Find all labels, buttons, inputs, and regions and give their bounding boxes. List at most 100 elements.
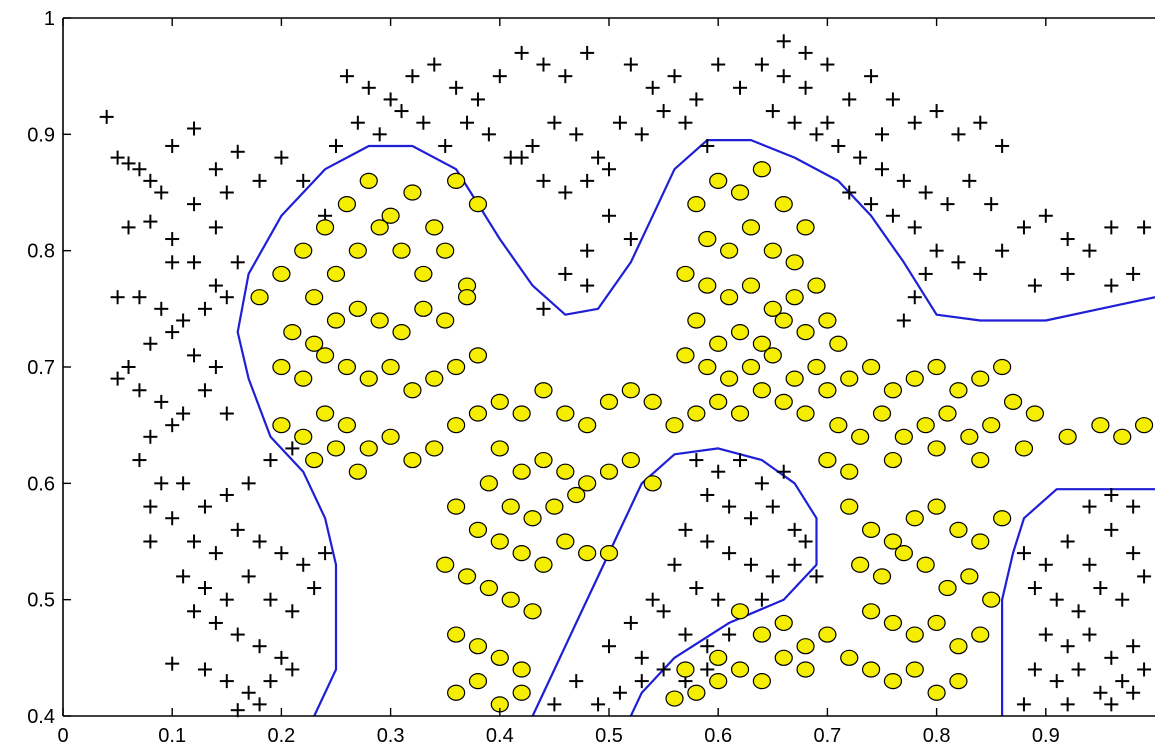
plus-point <box>176 569 191 584</box>
circle-point <box>829 335 848 352</box>
plus-point <box>1049 674 1064 689</box>
plus-point <box>907 115 922 130</box>
plus-point <box>667 557 682 572</box>
plus-point <box>1115 592 1130 607</box>
circle-point <box>250 289 269 306</box>
plus-point <box>1016 546 1031 561</box>
plus-point <box>263 453 278 468</box>
plus-point <box>219 592 234 607</box>
plus-point <box>514 150 529 165</box>
plus-point <box>547 115 562 130</box>
plus-point <box>121 360 136 374</box>
x-tick-label: 0.4 <box>486 725 514 747</box>
plus-point <box>187 121 202 136</box>
plus-point <box>634 650 649 665</box>
circle-point <box>894 428 913 445</box>
plus-point <box>875 127 889 142</box>
plus-point <box>1104 650 1119 665</box>
circle-point <box>348 300 367 317</box>
circle-point <box>1091 417 1110 434</box>
x-tick-label: 0.5 <box>595 725 623 747</box>
circle-point <box>774 614 793 632</box>
circle-point <box>709 335 728 352</box>
circle-point <box>949 382 968 399</box>
circle-point <box>938 579 957 597</box>
plus-point <box>842 185 857 200</box>
circle-point <box>796 324 815 341</box>
plus-point <box>787 557 802 572</box>
plus-point <box>230 703 245 718</box>
plus-point <box>165 325 180 340</box>
plus-point <box>612 685 627 700</box>
plus-point <box>329 138 343 153</box>
plus-point <box>219 290 234 305</box>
plus-point <box>907 290 922 305</box>
plus-point <box>132 290 147 305</box>
circle-point <box>840 463 859 480</box>
plus-point <box>525 138 540 153</box>
plus-point <box>1126 546 1141 561</box>
circle-point <box>414 300 433 317</box>
plus-point <box>1126 499 1141 514</box>
plus-point <box>230 255 245 270</box>
circle-point <box>971 451 990 469</box>
plus-point <box>230 627 245 642</box>
plus-point <box>197 662 212 677</box>
circle-point <box>326 265 346 283</box>
circle-point <box>468 347 488 364</box>
plus-point <box>853 150 868 165</box>
circle-point <box>993 358 1012 376</box>
plus-point <box>1016 220 1031 235</box>
circle-point <box>927 614 946 632</box>
plus-point <box>569 674 584 689</box>
plus-point <box>285 662 300 677</box>
plus-point <box>1038 208 1053 223</box>
circle-point <box>949 672 968 690</box>
plus-point <box>558 266 573 281</box>
plus-point <box>263 674 278 689</box>
circle-point <box>720 370 739 387</box>
plus-point <box>776 69 791 84</box>
circle-point <box>763 347 782 364</box>
plus-point <box>536 173 551 188</box>
plus-point <box>132 162 147 177</box>
plus-point <box>274 150 289 165</box>
plus-point <box>361 80 376 95</box>
plus-point <box>165 232 180 247</box>
plus-point <box>121 156 136 171</box>
decision-boundary-layer <box>236 139 1155 717</box>
plus-point <box>765 569 780 584</box>
circle-point <box>599 545 619 562</box>
circle-point <box>294 242 313 259</box>
circle-point <box>905 370 924 387</box>
plus-point <box>165 255 180 270</box>
circle-point <box>359 440 378 457</box>
circle-point <box>960 428 979 445</box>
circle-point <box>447 358 466 376</box>
plus-point <box>809 127 824 142</box>
circle-point <box>982 591 1001 608</box>
circle-point <box>359 370 378 387</box>
plus-point <box>602 208 616 223</box>
plus-point <box>678 522 693 537</box>
x-tick-label: 0.9 <box>1032 725 1060 747</box>
plus-point <box>99 109 114 124</box>
y-tick-label: 0.5 <box>27 590 55 612</box>
plus-point <box>711 592 726 607</box>
plus-point <box>798 80 813 95</box>
circle-point <box>534 451 553 469</box>
circle-point <box>709 649 728 666</box>
plus-point <box>1049 592 1064 607</box>
plus-point <box>885 92 900 107</box>
circle-point <box>534 382 553 399</box>
circle-point <box>337 196 357 213</box>
plus-point <box>787 522 802 537</box>
plus-point <box>634 127 649 142</box>
plus-point <box>1082 499 1097 514</box>
circle-point <box>741 277 761 294</box>
circle-point <box>567 486 586 504</box>
plus-point <box>798 45 813 60</box>
circle-point <box>643 475 662 492</box>
circle-point <box>971 626 990 643</box>
plus-point <box>754 476 769 491</box>
